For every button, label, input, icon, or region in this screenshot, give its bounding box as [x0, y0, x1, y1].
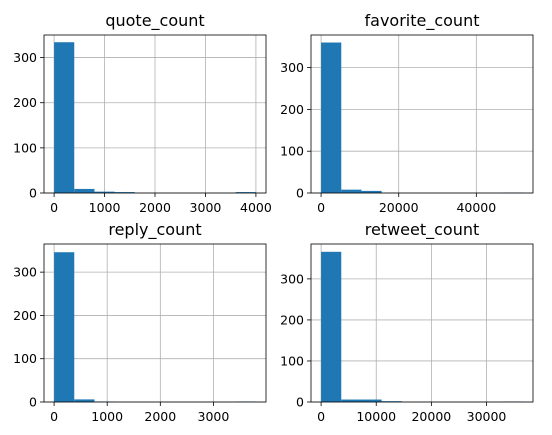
y-tick-label: 0 — [29, 395, 37, 410]
x-tick-label: 20000 — [379, 200, 419, 215]
y-tick-label: 200 — [280, 102, 304, 117]
subplot-0: 0 1000 2000 3000 4000 0 100 200 300 quote_count — [13, 11, 272, 215]
histogram-bar — [381, 401, 402, 402]
axes-frame — [310, 34, 534, 194]
histogram-bar — [94, 191, 115, 193]
x-tick-label: 20000 — [411, 409, 451, 424]
x-tick-label: 0 — [50, 200, 58, 215]
histogram-bar — [54, 42, 75, 194]
y-tick-label: 0 — [29, 186, 37, 201]
x-tick-label: 0 — [317, 409, 325, 424]
x-tick-label: 1000 — [89, 200, 121, 215]
y-tick-label: 100 — [13, 140, 37, 155]
y-tick-label: 300 — [13, 265, 37, 280]
histogram-bar — [321, 42, 342, 194]
y-tick-label: 100 — [280, 144, 304, 159]
histogram-bar — [341, 399, 362, 402]
x-tick-label: 40000 — [456, 200, 496, 215]
x-tick-label: 2000 — [144, 409, 176, 424]
subplot-2: 0 1000 2000 3000 0 100 200 300 reply_count — [13, 220, 267, 424]
x-tick-label: 3000 — [190, 200, 222, 215]
x-tick-label: 30000 — [467, 409, 507, 424]
histogram-bar — [235, 192, 256, 193]
histogram-bar — [361, 399, 382, 402]
subplot-title: favorite_count — [365, 11, 480, 31]
x-tick-label: 10000 — [356, 409, 396, 424]
x-tick-label: 0 — [50, 409, 58, 424]
y-tick-label: 200 — [13, 308, 37, 323]
subplot-title: reply_count — [108, 220, 201, 240]
x-tick-label: 2000 — [139, 200, 171, 215]
histogram-bar — [74, 399, 95, 402]
x-tick-label: 4000 — [240, 200, 272, 215]
histogram-bar — [321, 251, 342, 402]
x-tick-label: 1000 — [91, 409, 123, 424]
histogram-bar — [54, 252, 75, 402]
histogram-bar — [74, 188, 95, 193]
y-tick-label: 300 — [280, 271, 304, 286]
x-tick-label: 0 — [317, 200, 325, 215]
y-tick-label: 100 — [13, 351, 37, 366]
y-tick-label: 200 — [13, 95, 37, 110]
subplot-title: retweet_count — [365, 220, 480, 240]
y-tick-label: 100 — [280, 353, 304, 368]
subplot-1: 0 20000 40000 0 100 200 300 favorite_count — [280, 11, 534, 215]
y-tick-label: 300 — [280, 60, 304, 75]
histogram-bar — [361, 190, 382, 193]
subplot-3: 0 10000 20000 30000 0 100 200 300 retweet_count — [280, 220, 534, 424]
histogram-bar — [114, 192, 135, 193]
subplot-title: quote_count — [105, 11, 204, 31]
x-tick-label: 3000 — [198, 409, 230, 424]
axes-frame — [43, 243, 267, 403]
y-tick-label: 0 — [296, 186, 304, 201]
y-tick-label: 300 — [13, 50, 37, 65]
y-tick-label: 0 — [296, 395, 304, 410]
axes-frame — [310, 243, 534, 403]
y-tick-label: 200 — [280, 312, 304, 327]
histogram-bar — [341, 189, 362, 193]
